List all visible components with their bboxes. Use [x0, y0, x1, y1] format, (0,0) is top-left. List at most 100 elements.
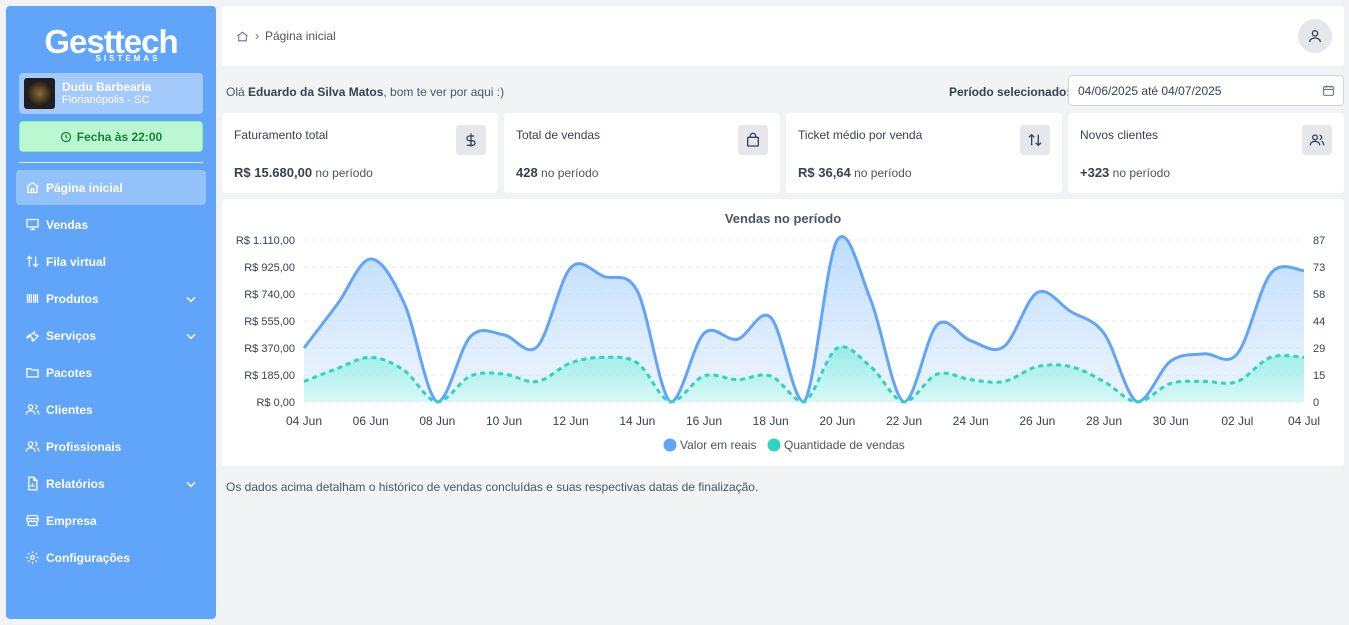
clock-icon — [60, 131, 71, 142]
x-tick-label: 06 Jun — [353, 414, 389, 428]
legend-marker — [663, 438, 677, 452]
legend-label: Quantidade de vendas — [784, 438, 905, 452]
stat-card-total-vendas: Total de vendas 428 no período — [504, 113, 780, 193]
stat-card-title: Novos clientes — [1080, 128, 1159, 142]
sidebar-item-produtos[interactable]: Produtos — [16, 281, 206, 316]
closing-hours-label: Fecha às 22:00 — [76, 129, 163, 144]
chart-footnote: Os dados acima detalham o histórico de v… — [226, 480, 759, 494]
stat-card-suffix: no período — [315, 166, 373, 180]
x-tick-label: 30 Jun — [1153, 414, 1189, 428]
x-tick-label: 20 Jun — [819, 414, 855, 428]
x-tick-label: 24 Jun — [953, 414, 989, 428]
folder-icon — [24, 365, 40, 381]
x-tick-label: 16 Jun — [686, 414, 722, 428]
brand-name: Gesttech — [44, 23, 178, 60]
stat-card-suffix: no período — [854, 166, 912, 180]
store-city: Florianópolis - SC — [62, 94, 150, 106]
home-icon — [24, 180, 40, 196]
stat-card-value-row: R$ 36,64 no período — [798, 165, 912, 180]
greeting-user-name: Eduardo da Silva Matos — [248, 85, 384, 99]
sales-chart-card: Vendas no período R$ 0,00 0 R$ 185,00 15 R$ … — [222, 199, 1344, 466]
sidebar-item-label: Serviços — [46, 328, 97, 343]
sidebar-item-empresa[interactable]: Empresa — [16, 503, 206, 538]
store-icon — [24, 513, 40, 529]
sidebar-item-clientes[interactable]: Clientes — [16, 392, 206, 427]
y-right-tick-label: 29 — [1313, 343, 1325, 355]
sidebar-item-label: Fila virtual — [46, 254, 107, 269]
stat-card-value: R$ 36,64 — [798, 165, 851, 180]
user-menu-button[interactable] — [1298, 19, 1332, 53]
dollar-icon — [456, 125, 486, 155]
breadcrumb-current: Página inicial — [265, 29, 336, 43]
stat-card-suffix: no período — [541, 166, 599, 180]
sidebar-item-pacotes[interactable]: Pacotes — [16, 355, 206, 390]
series-line — [303, 345, 1305, 404]
sidebar-item-servicos[interactable]: Serviços — [16, 318, 206, 353]
series-line — [302, 235, 1305, 404]
sidebar-item-profissionais[interactable]: Profissionais — [16, 429, 206, 464]
y-left-tick-label: R$ 925,00 — [244, 262, 295, 274]
chevron-down-icon[interactable] — [184, 329, 198, 343]
arrows-up-down-icon — [1020, 125, 1050, 155]
y-left-tick-label: R$ 185,00 — [244, 370, 295, 382]
wrench-icon — [24, 328, 40, 344]
brand-subtitle: SISTEMAS — [95, 54, 161, 63]
chevron-down-icon[interactable] — [184, 477, 198, 491]
top-header: › Página inicial — [222, 6, 1344, 66]
x-tick-label: 14 Jun — [619, 414, 655, 428]
legend-marker — [767, 438, 781, 452]
stat-card-suffix: no período — [1112, 166, 1171, 180]
period-date-range-value: 04/06/2025 até 04/07/2025 — [1078, 83, 1222, 98]
x-tick-label: 10 Jun — [486, 414, 522, 428]
sidebar-item-label: Clientes — [46, 402, 93, 417]
sidebar-item-fila-virtual[interactable]: Fila virtual — [16, 244, 206, 279]
stat-card-title: Faturamento total — [234, 128, 329, 142]
file-chart-icon — [24, 476, 40, 492]
x-tick-label: 22 Jun — [886, 414, 922, 428]
sidebar: Gesttech SISTEMAS Dudu Barbearia Florian… — [6, 6, 216, 619]
chevron-down-icon[interactable] — [184, 292, 198, 306]
stat-card-ticket-medio: Ticket médio por venda R$ 36,64 no perío… — [786, 113, 1062, 193]
series-area — [304, 236, 1304, 402]
sidebar-nav: Página inicial Vendas Fila virtual Produ… — [16, 170, 206, 577]
store-card[interactable]: Dudu Barbearia Florianópolis - SC — [19, 73, 203, 114]
sidebar-item-label: Relatórios — [46, 476, 105, 491]
sidebar-item-label: Profissionais — [46, 439, 122, 454]
x-tick-label: 04 Jun — [286, 414, 322, 428]
sidebar-item-relatorios[interactable]: Relatórios — [16, 466, 206, 501]
stat-card-value: 428 — [516, 165, 538, 180]
x-tick-label: 18 Jun — [753, 414, 789, 428]
sidebar-item-configuracoes[interactable]: Configurações — [16, 540, 206, 575]
y-right-tick-label: 44 — [1313, 316, 1325, 328]
sidebar-item-label: Página inicial — [46, 180, 123, 195]
sidebar-divider — [19, 162, 203, 163]
x-tick-label: 04 Jul — [1288, 414, 1320, 428]
stat-card-title: Total de vendas — [516, 128, 601, 142]
users-icon — [24, 402, 40, 418]
user-icon — [1309, 30, 1321, 43]
greeting-suffix: , bom te ver por aqui :) — [383, 85, 505, 99]
x-tick-label: 08 Jun — [419, 414, 455, 428]
y-right-tick-label: 58 — [1313, 289, 1325, 301]
period-date-range-input[interactable]: 04/06/2025 até 04/07/2025 — [1068, 75, 1344, 106]
y-left-tick-label: R$ 370,00 — [244, 343, 295, 355]
sidebar-item-label: Pacotes — [46, 365, 93, 380]
brand-logo[interactable]: Gesttech SISTEMAS — [6, 23, 216, 64]
sidebar-item-label: Produtos — [46, 291, 99, 306]
sales-chart[interactable]: Vendas no período R$ 0,00 0 R$ 185,00 15 R$ … — [222, 199, 1344, 466]
x-tick-label: 02 Jul — [1221, 414, 1253, 428]
x-tick-label: 12 Jun — [553, 414, 589, 428]
stat-card-value: +323 — [1080, 165, 1110, 180]
stat-card-title: Ticket médio por venda — [798, 128, 923, 142]
home-icon[interactable] — [236, 30, 249, 43]
y-left-tick-label: R$ 1.110,00 — [236, 235, 295, 247]
barcode-icon — [24, 291, 40, 307]
sidebar-item-pagina-inicial[interactable]: Página inicial — [16, 170, 206, 205]
sidebar-item-label: Configurações — [46, 550, 131, 565]
sidebar-item-vendas[interactable]: Vendas — [16, 207, 206, 242]
stat-card-faturamento: Faturamento total R$ 15.680,00 no períod… — [222, 113, 498, 193]
x-tick-label: 28 Jun — [1086, 414, 1122, 428]
greeting: Olá Eduardo da Silva Matos, bom te ver p… — [226, 85, 504, 99]
period-label: Período selecionado: — [949, 85, 1071, 99]
stat-card-value: R$ 15.680,00 — [234, 165, 313, 180]
